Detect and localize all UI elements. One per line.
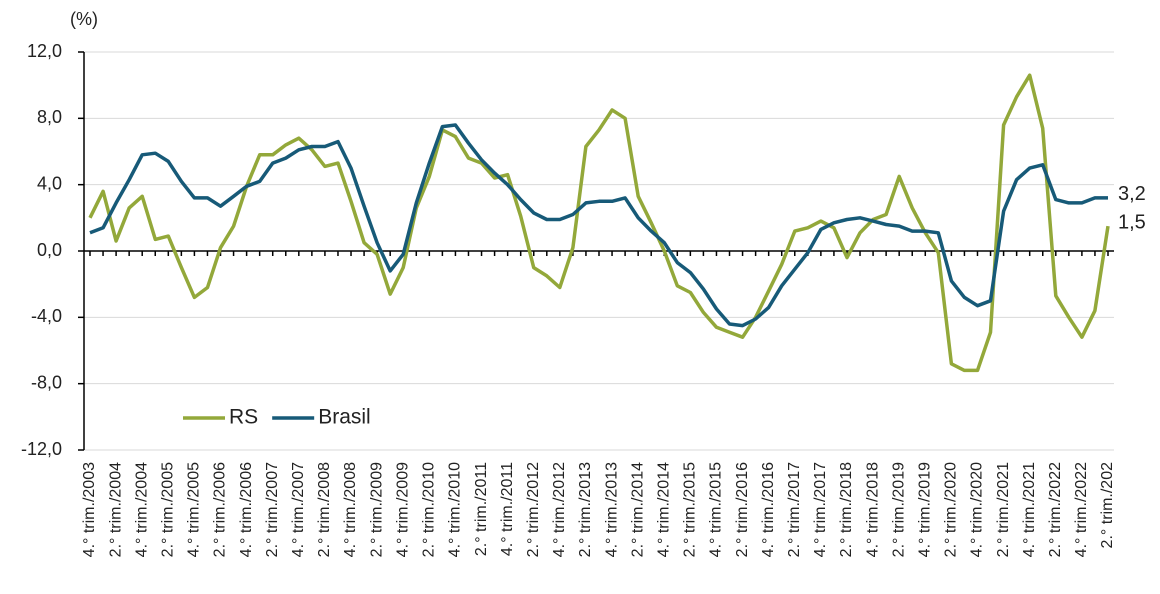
x-tick-label: 2.° trim./2017 — [786, 462, 803, 557]
x-tick-label: 2.° trim./2008 — [316, 462, 333, 557]
x-tick-label: 2.° trim./2005 — [160, 462, 177, 557]
x-tick-label: 2.° trim./2015 — [682, 462, 699, 557]
end-label: 1,5 — [1118, 211, 1146, 233]
y-tick-label: -4,0 — [31, 306, 62, 326]
y-tick-label: 4,0 — [37, 173, 62, 193]
x-tick-label: 2.° trim./2006 — [212, 462, 229, 557]
y-tick-label: -8,0 — [31, 372, 62, 392]
x-tick-label: 4.° trim./2006 — [238, 462, 255, 557]
x-tick-label: 2.° trim./2012 — [525, 462, 542, 557]
x-tick-label: 4.° trim./2013 — [603, 462, 620, 557]
x-tick-label: 4.° trim./2010 — [447, 462, 464, 557]
series-line — [88, 73, 1110, 373]
x-tick-label: 2.° trim./2019 — [890, 462, 907, 557]
x-tick-label: 4.° trim./2014 — [655, 462, 672, 557]
x-tick-label: 2.° trim./2010 — [421, 462, 438, 557]
x-tick-label: 2.° trim./2018 — [838, 462, 855, 557]
series-line — [89, 123, 1108, 328]
x-tick-label: 4.° trim./2007 — [290, 462, 307, 557]
x-tick-label: 4.° trim./2022 — [1073, 462, 1090, 557]
x-tick-label: 2.° trim./2013 — [577, 462, 594, 557]
x-tick-label: 4.° trim./2004 — [133, 462, 150, 557]
x-tick-label: 4.° trim./2005 — [186, 462, 203, 557]
y-tick-label: 12,0 — [27, 41, 62, 61]
x-tick-label: 2.° trim./2016 — [734, 462, 751, 557]
y-axis-unit: (%) — [70, 9, 98, 29]
x-tick-label: 4.° trim./2011 — [499, 462, 516, 556]
x-tick-label: 4.° trim./2015 — [708, 462, 725, 557]
x-tick-label: 4.° trim./2008 — [342, 462, 359, 557]
x-tick-label: 2.° trim./2014 — [629, 462, 646, 557]
x-tick-label: 4.° trim./2020 — [969, 462, 986, 557]
legend-label: RS — [229, 406, 258, 429]
x-tick-label: 2.° trim./2022 — [1047, 462, 1064, 557]
x-tick-label: 4.° trim./2003 — [81, 462, 98, 557]
x-tick-label: 4.° trim./2017 — [812, 462, 829, 557]
x-tick-label: 4.° trim./2009 — [394, 462, 411, 557]
x-tick-label: 2.° trim./202 — [1099, 462, 1116, 549]
x-tick-label: 2.° trim./2007 — [264, 462, 281, 557]
x-tick-label: 2.° trim./2004 — [107, 462, 124, 557]
x-tick-label: 2.° trim./2020 — [943, 462, 960, 557]
x-tick-label: 2.° trim./2021 — [995, 462, 1012, 557]
x-tick-label: 4.° trim./2021 — [1021, 462, 1038, 557]
y-tick-label: 0,0 — [37, 240, 62, 260]
x-tick-label: 4.° trim./2018 — [864, 462, 881, 557]
y-tick-label: 8,0 — [37, 107, 62, 127]
y-tick-label: -12,0 — [21, 439, 62, 459]
x-tick-label: 4.° trim./2016 — [760, 462, 777, 557]
x-tick-label: 2.° trim./2009 — [368, 462, 385, 557]
legend-label: Brasil — [318, 406, 371, 429]
x-tick-label: 4.° trim./2012 — [551, 462, 568, 557]
x-tick-label: 2.° trim./2011 — [473, 462, 490, 556]
end-label: 3,2 — [1118, 183, 1146, 205]
x-tick-label: 4.° trim./2019 — [917, 462, 934, 557]
